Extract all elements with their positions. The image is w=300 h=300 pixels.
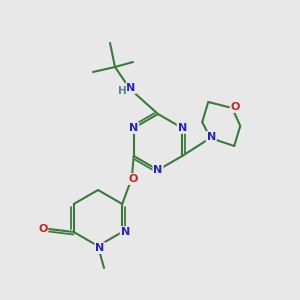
- Text: N: N: [207, 132, 216, 142]
- Text: N: N: [129, 123, 138, 133]
- Text: N: N: [126, 83, 136, 93]
- Text: O: O: [128, 174, 137, 184]
- Text: N: N: [95, 243, 105, 253]
- Text: O: O: [231, 102, 240, 112]
- Text: O: O: [38, 224, 47, 234]
- Text: H: H: [118, 86, 126, 96]
- Text: N: N: [153, 165, 163, 175]
- Text: N: N: [121, 227, 130, 237]
- Text: N: N: [178, 123, 187, 133]
